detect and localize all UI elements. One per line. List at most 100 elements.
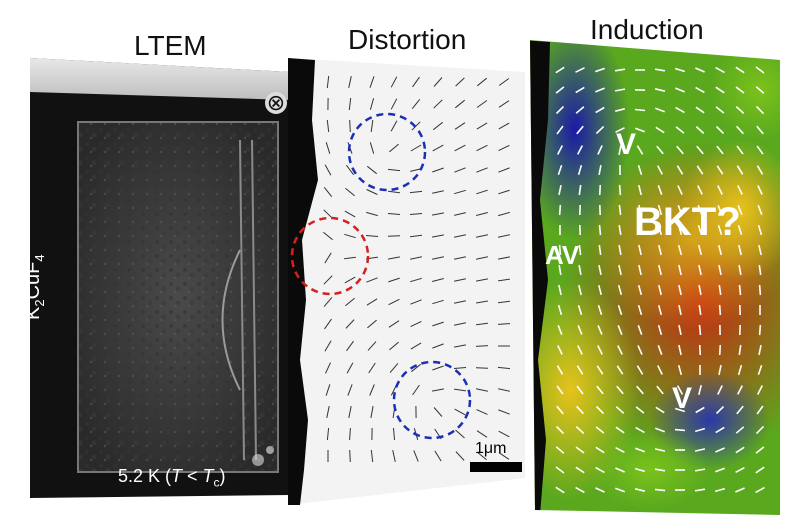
field-arrow [389,143,399,153]
field-arrow [678,324,682,336]
temp-T: T [171,466,183,486]
field-arrow [717,205,723,215]
field-arrow [736,405,744,415]
field-arrow [715,86,725,94]
field-arrow [697,185,703,195]
field-arrow [432,121,444,131]
field-arrow [677,185,683,195]
field-arrow [432,388,444,392]
field-arrow [597,325,603,335]
field-arrow [432,144,444,152]
field-arrow [575,426,585,434]
field-arrow [577,164,583,176]
field-arrow [390,120,398,132]
field-arrow [576,405,584,415]
field-arrow [326,427,330,441]
antivortex-circle [290,216,370,296]
field-arrow [556,405,564,415]
field-arrow [595,67,605,73]
field-arrow [714,487,726,493]
field-arrow [455,429,465,439]
field-arrow [638,184,642,196]
field-arrow [324,318,332,330]
field-arrow [654,88,666,92]
field-arrow [369,384,375,396]
field-arrow [715,405,725,415]
field-arrow [635,406,645,414]
field-arrow [498,278,510,282]
field-arrow [694,448,706,452]
field-arrow [577,304,583,316]
field-arrow [498,78,510,86]
field-arrow [453,322,467,326]
field-arrow [638,264,642,276]
field-arrow [454,189,466,195]
field-arrow [366,211,378,217]
field-arrow [476,409,488,415]
field-arrow [635,426,645,434]
field-arrow [638,224,642,236]
field-arrow [735,106,745,114]
field-arrow [598,285,602,295]
field-arrow [556,365,564,375]
field-arrow [638,204,642,216]
field-arrow [555,105,565,115]
field-arrow [737,185,743,195]
field-arrow [556,145,564,155]
vortex-label-top: V [616,128,637,161]
field-arrow [345,297,355,307]
field-arrow [558,244,562,256]
field-arrow [694,468,706,472]
field-arrow [349,119,351,133]
field-arrow [388,277,400,283]
field-arrow [323,209,333,219]
field-arrow [614,68,626,72]
field-arrow [324,252,332,264]
field-arrow [388,190,400,194]
field-arrow [558,184,562,196]
field-arrow [366,277,378,283]
field-arrow [677,205,683,215]
field-arrow [654,68,666,72]
field-arrow [695,67,705,73]
field-arrow [454,408,466,416]
field-arrow [555,86,565,94]
field-arrow [578,244,582,256]
field-arrow [409,234,423,238]
field-arrow [598,224,602,236]
field-arrow [715,426,725,434]
field-arrow [556,125,564,135]
field-arrow [497,234,511,238]
induction-title: Induction [590,14,704,45]
ltem-title: LTEM [134,30,207,61]
field-arrow [657,204,663,216]
material-label: K2CuF4 [22,254,47,320]
field-arrow [738,344,742,356]
field-arrow [756,165,764,175]
material-mid: CuF [22,261,44,300]
field-arrow [344,210,356,218]
field-arrow [735,487,745,493]
field-arrow [476,256,488,260]
field-arrow [758,284,762,296]
field-arrow [575,486,585,494]
field-arrow [576,145,584,155]
induction-panel [530,40,780,515]
field-arrow [578,284,582,296]
field-arrow [736,385,744,395]
field-arrow [698,304,702,316]
material-sub-2: 4 [32,254,47,262]
field-arrow [476,77,488,87]
field-arrow [738,284,742,296]
field-arrow [453,234,467,238]
field-arrow [715,125,725,135]
field-arrow [412,384,420,396]
field-arrow [657,365,663,375]
field-arrow [595,466,605,474]
field-arrow [654,448,666,452]
field-arrow [694,427,706,433]
field-arrow [716,165,724,175]
field-arrow [409,190,423,194]
field-arrow [413,450,419,462]
field-arrow [498,122,510,130]
